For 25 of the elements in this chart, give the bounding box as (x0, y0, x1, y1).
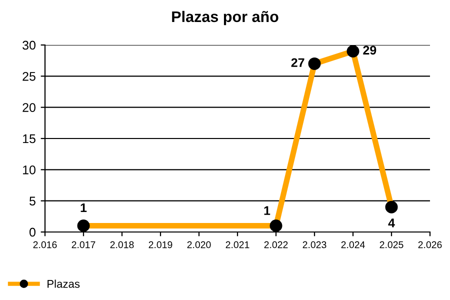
x-tick-label: 2.019 (148, 241, 172, 248)
data-label: 29 (363, 46, 376, 55)
x-tick-label: 2.021 (226, 241, 250, 248)
x-tick-label: 2.018 (110, 241, 134, 248)
y-tick-label: 0 (30, 228, 36, 237)
x-tick-label: 2.022 (264, 241, 288, 248)
x-tick-label: 2.026 (418, 241, 442, 248)
x-tick-label: 2.017 (72, 241, 96, 248)
data-label: 4 (388, 218, 395, 228)
y-tick-label: 20 (22, 103, 36, 112)
x-tick-label: 2.025 (380, 241, 404, 248)
x-tick-label: 2.016 (33, 241, 57, 248)
data-label: 1 (80, 203, 87, 212)
legend-label: Plazas (48, 280, 80, 288)
data-label: 1 (264, 206, 270, 215)
x-tick-label: 2.024 (341, 241, 365, 248)
x-tick-label: 2.020 (187, 241, 211, 248)
y-tick-label: 15 (23, 134, 36, 144)
chart-title: Plazas por año (172, 10, 278, 26)
y-tick-label: 10 (23, 165, 36, 174)
y-tick-label: 5 (30, 196, 36, 206)
data-label: 27 (291, 58, 304, 67)
y-tick-label: 25 (22, 72, 36, 81)
y-tick-label: 30 (22, 40, 36, 50)
x-tick-label: 2.023 (302, 241, 326, 248)
